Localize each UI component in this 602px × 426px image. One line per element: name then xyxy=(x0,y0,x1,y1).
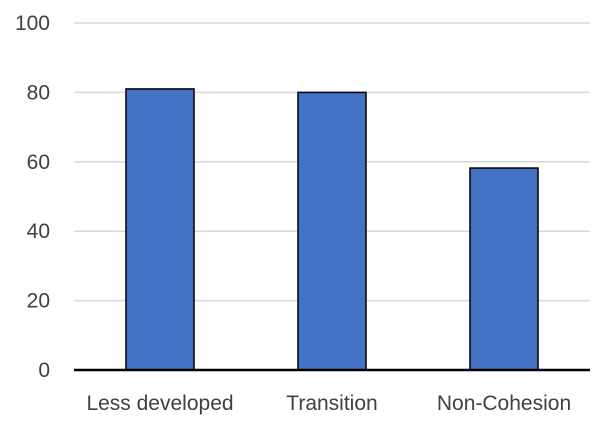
x-category-label: Transition xyxy=(286,392,377,415)
y-tick-label: 100 xyxy=(15,12,50,35)
x-axis-category-labels: Less developed Transition Non-Cohesion xyxy=(86,392,571,415)
y-tick-label: 0 xyxy=(38,359,50,382)
y-tick-label: 60 xyxy=(27,151,50,174)
x-category-label: Less developed xyxy=(86,392,233,415)
y-tick-label: 80 xyxy=(27,81,50,104)
bars xyxy=(125,88,539,371)
bar-less-developed xyxy=(125,88,195,371)
bar-non-cohesion xyxy=(469,167,539,371)
y-tick-label: 20 xyxy=(27,290,50,313)
y-tick-label: 40 xyxy=(27,220,50,243)
y-axis-tick-labels: 0 20 40 60 80 100 xyxy=(15,12,50,382)
x-category-label: Non-Cohesion xyxy=(437,392,571,415)
bar-transition xyxy=(297,91,367,371)
